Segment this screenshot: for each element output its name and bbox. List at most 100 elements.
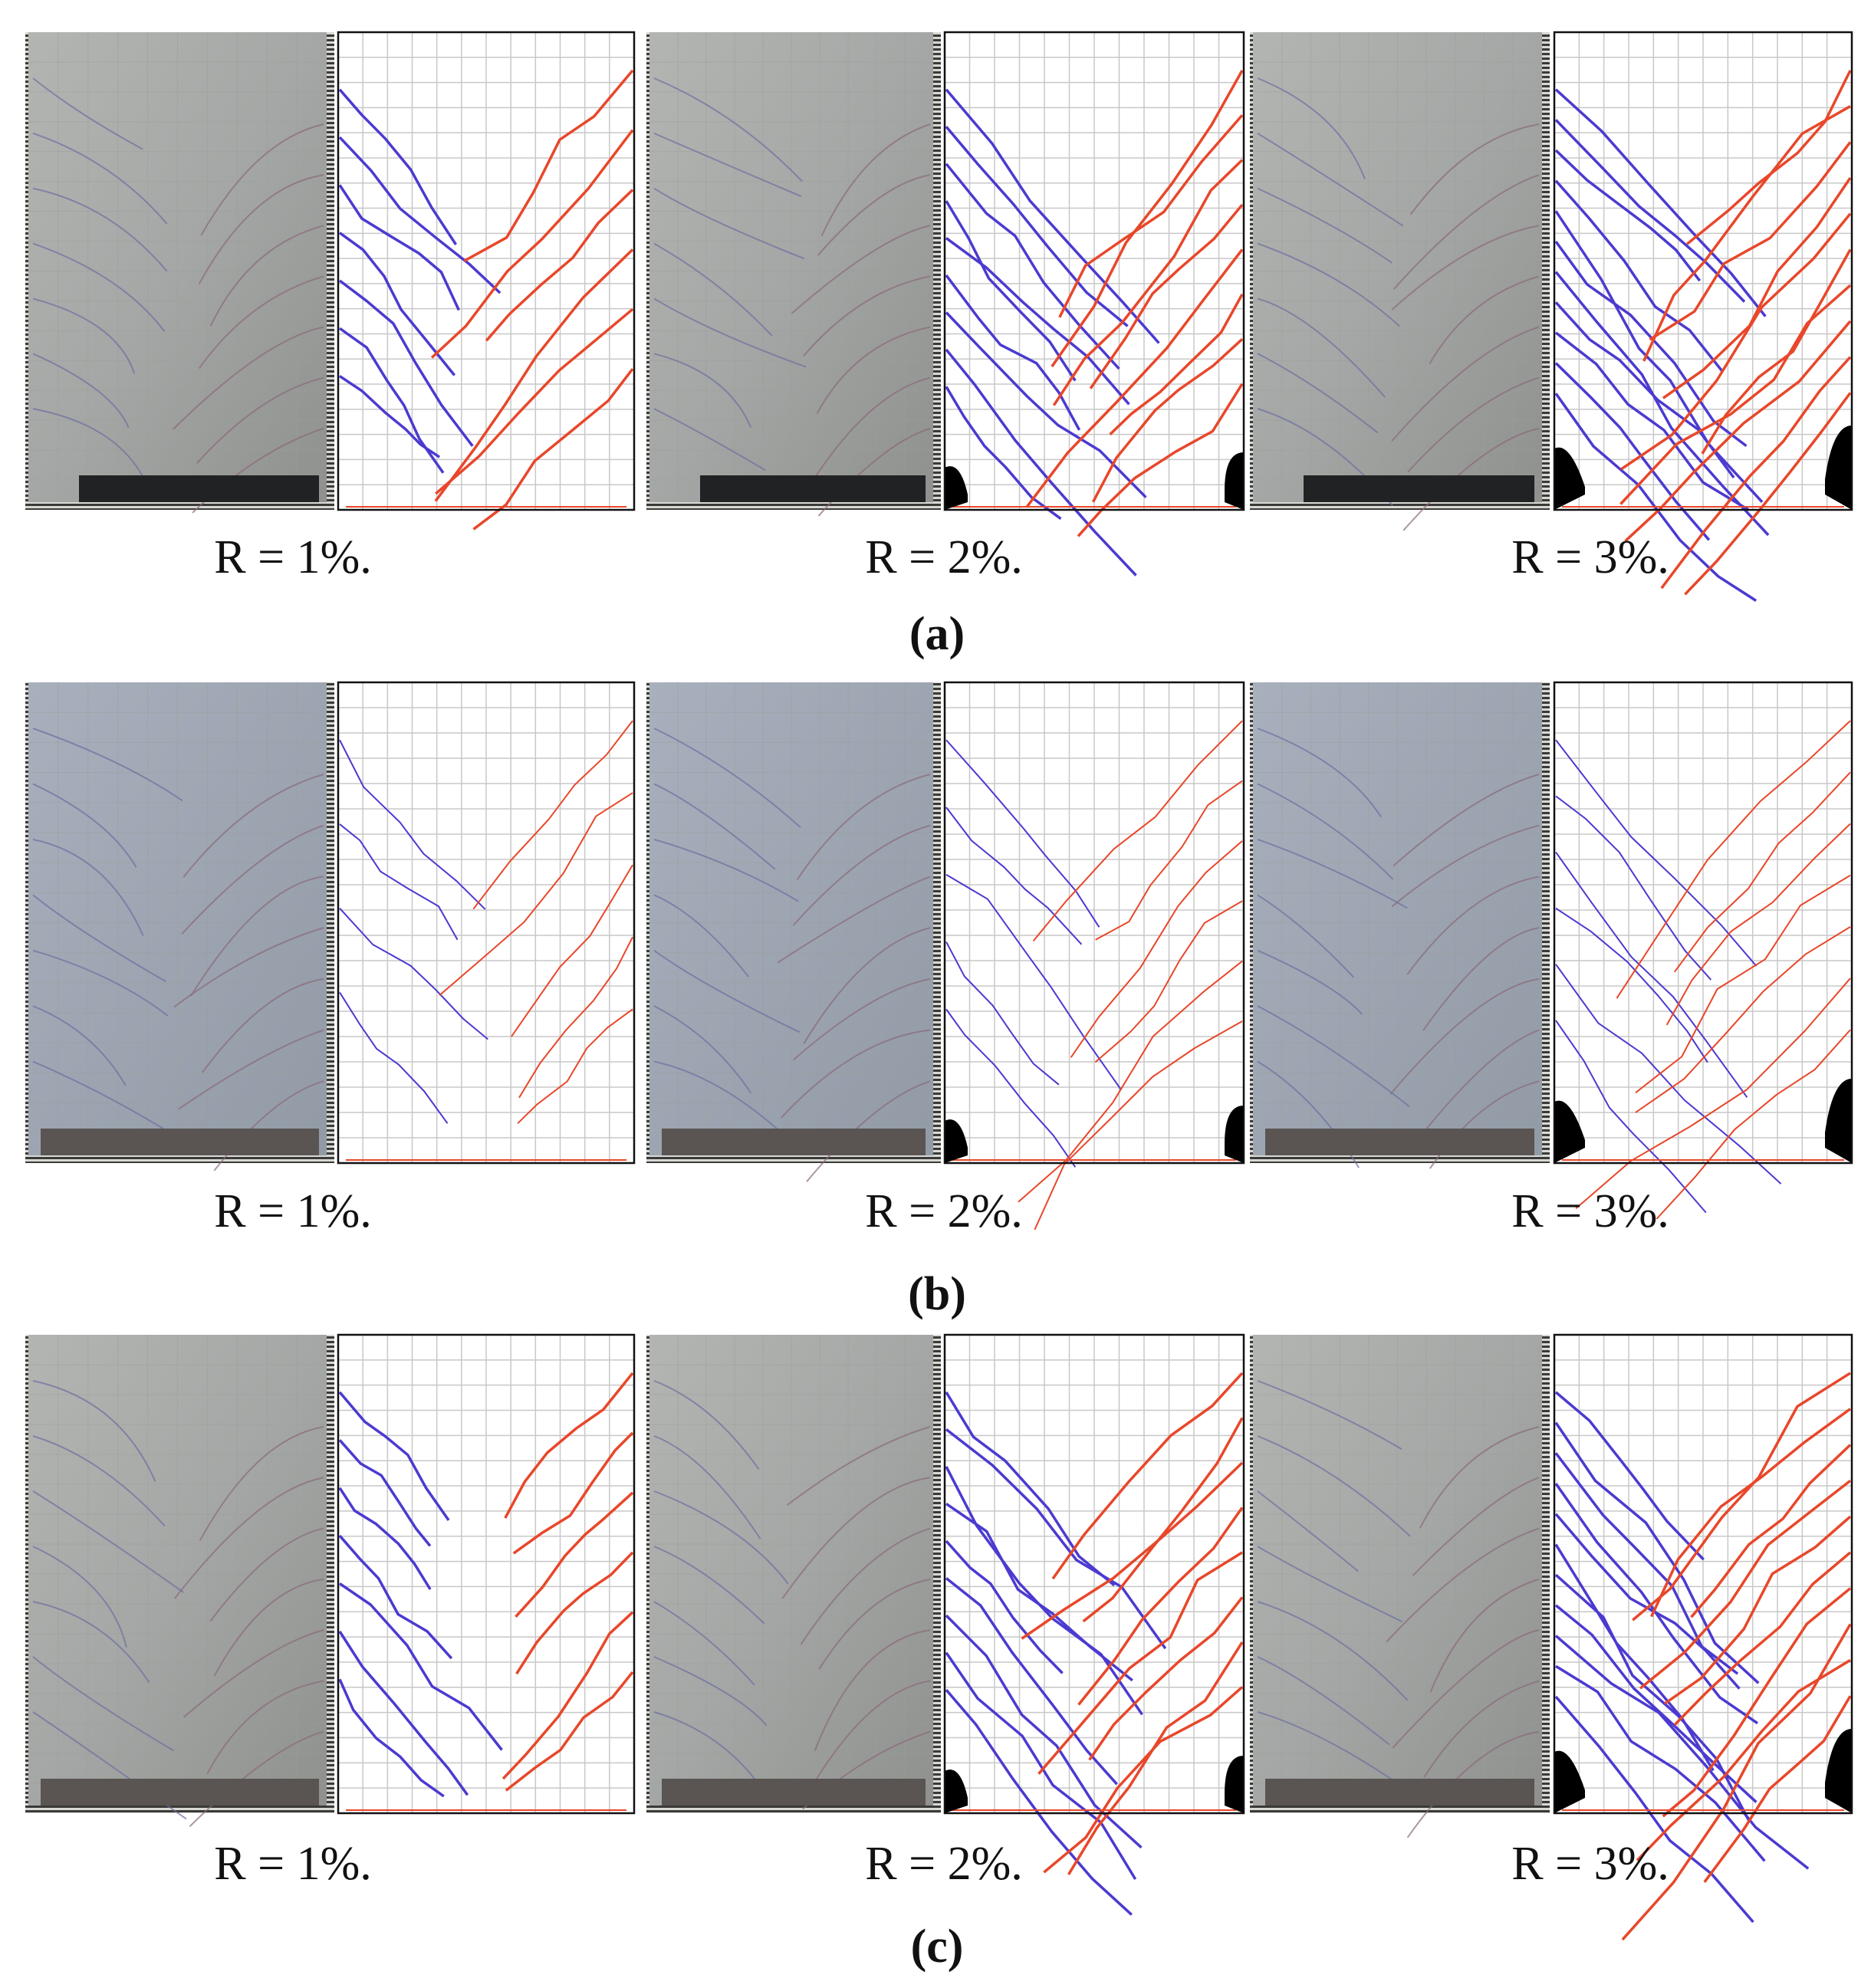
blue-crack [1554,331,1749,511]
red-crack [1685,70,1852,245]
photo-crack [653,1005,752,1094]
photo-crack [1257,242,1400,327]
blue-crack [1554,301,1735,479]
photo-crack [653,1380,760,1470]
photo-crack [182,774,324,878]
photo-crack [1257,297,1386,398]
blue-crack [945,1539,1064,1674]
red-crack [1662,1587,1852,1818]
photo-crack [1406,1730,1540,1838]
photo-crack [32,949,169,1017]
red-crack [472,720,633,910]
red-crack [515,1491,634,1618]
red-crack [1616,720,1851,999]
blue-crack [1554,179,1725,373]
red-crack [1635,874,1851,1094]
blue-crack [338,1678,445,1798]
map-border [1553,1333,1853,1815]
damage [1554,447,1585,510]
photo-crack [653,894,749,978]
red-crack [1673,771,1851,973]
photo-crack [182,1629,324,1718]
red-crack [1095,780,1243,941]
red-crack [439,792,633,997]
photo-crack [198,174,324,285]
red-crack [518,936,633,1099]
photo-crack [1407,1029,1540,1153]
blue-crack [1555,739,1758,967]
photo-crack [1257,1711,1409,1792]
panel-caption: R = 2%. [865,531,1022,583]
photo-crack [32,1435,166,1527]
photo-crack [810,1680,931,1789]
photo-crack [1257,728,1382,818]
photo-crack [173,927,324,1008]
damage [1825,1729,1852,1813]
base-plate [1265,1779,1534,1806]
red-crack [1575,978,1851,1210]
photo-crack [32,1005,127,1086]
photo-crack [1257,1380,1402,1451]
red-crack [1043,1686,1244,1874]
photo-crack [653,77,803,182]
blue-crack [338,1439,432,1547]
damage [1825,1079,1852,1163]
photo-crack [653,1601,755,1686]
photo-crack [209,1527,324,1622]
red-crack [1082,1417,1244,1623]
photo-crack [1257,1435,1411,1537]
photo-crack [199,1426,324,1542]
red-crack [1636,1658,1851,1861]
subfigure: R = 1%. R = 2%. R = 3%. (c) [25,1333,1853,1973]
red-crack [1650,1408,1852,1618]
panel-caption: R = 3%. [1511,1838,1669,1890]
photo-crack [653,1656,768,1727]
blue-crack [338,1391,450,1521]
subfigure-label: (a) [909,608,965,660]
base-plate [662,1129,926,1155]
photo-crack [1257,1601,1409,1701]
photo-crack [653,297,807,368]
photo-crack [174,1477,324,1599]
photo-crack [653,1546,765,1625]
photo-crack [1386,1527,1540,1643]
photo-crack [814,1629,931,1751]
photo-crack [653,242,773,337]
photo-crack [32,838,144,936]
photo-crack [1422,927,1540,1031]
blue-crack [945,739,1100,928]
red-crack [1032,720,1243,942]
subfigure-label: (c) [911,1921,964,1973]
red-crack [1632,1372,1851,1622]
red-crack [1665,823,1851,1026]
blue-crack [945,1689,1133,1916]
damage [1225,452,1244,510]
red-crack [1690,1444,1852,1618]
photo-crack [196,376,324,464]
blue-crack [1554,1604,1758,1803]
map-border [1553,31,1853,511]
base-plate [41,1129,319,1155]
photo-crack [816,326,931,414]
subfigure: R = 1%. R = 2%. R = 3%. (b) [25,681,1853,1320]
photo-crack [32,1546,127,1648]
red-crack [1058,114,1244,318]
blue-crack [1554,393,1758,602]
photo-crack [1257,1656,1390,1746]
photo-crack [1257,353,1379,434]
subfigure: R = 1%. R = 2%. R = 3%. (a) [25,31,1853,660]
photo-crack [653,1435,761,1539]
photo-crack [32,783,137,868]
photo-crack [653,1490,789,1585]
photo-crack [32,353,130,429]
photo-crack [32,132,168,225]
photo-crack [780,1029,931,1119]
photo-crack [820,123,931,237]
red-crack [1639,1479,1852,1690]
blue-crack [945,386,1062,521]
blue-crack [338,232,456,376]
red-crack [434,248,634,502]
red-crack [1025,248,1244,508]
blue-crack [339,1582,503,1751]
red-crack [504,1372,634,1519]
